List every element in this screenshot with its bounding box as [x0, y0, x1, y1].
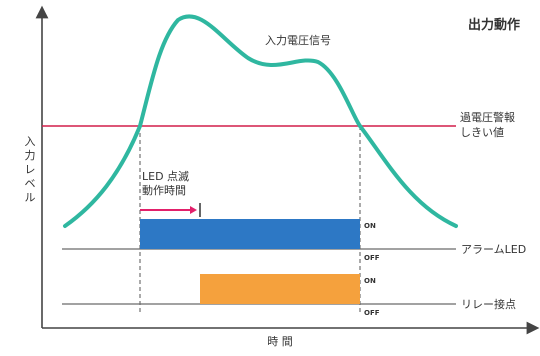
svg-text:LED 点滅: LED 点滅 [142, 170, 189, 183]
threshold-label: 過電圧警報 しきい値 [460, 110, 515, 139]
diagram-title: 出力動作 [468, 17, 520, 33]
led-blink-arrow-head [190, 206, 197, 214]
alarm-led-off-label: OFF [364, 254, 380, 262]
alarm-led-on-bar [140, 219, 360, 249]
alarm-led-on-label: ON [364, 222, 376, 230]
relay-off-label: OFF [364, 309, 380, 317]
svg-text:動作時間: 動作時間 [142, 183, 186, 197]
relay-label: リレー接点 [461, 298, 516, 311]
input-voltage-curve [63, 14, 458, 228]
svg-text:過電圧警報: 過電圧警報 [460, 110, 515, 124]
led-blink-label: LED 点滅 動作時間 [142, 170, 189, 197]
y-axis-label: 入力レベル [25, 135, 36, 204]
svg-text:しきい値: しきい値 [460, 126, 504, 139]
relay-on-label: ON [364, 277, 376, 285]
curve-label: 入力電圧信号 [265, 34, 331, 47]
x-axis-label: 時 間 [267, 335, 293, 348]
relay-on-bar [200, 274, 360, 304]
svg-text:入力レベル: 入力レベル [25, 135, 36, 204]
alarm-led-label: アラームLED [461, 243, 526, 256]
